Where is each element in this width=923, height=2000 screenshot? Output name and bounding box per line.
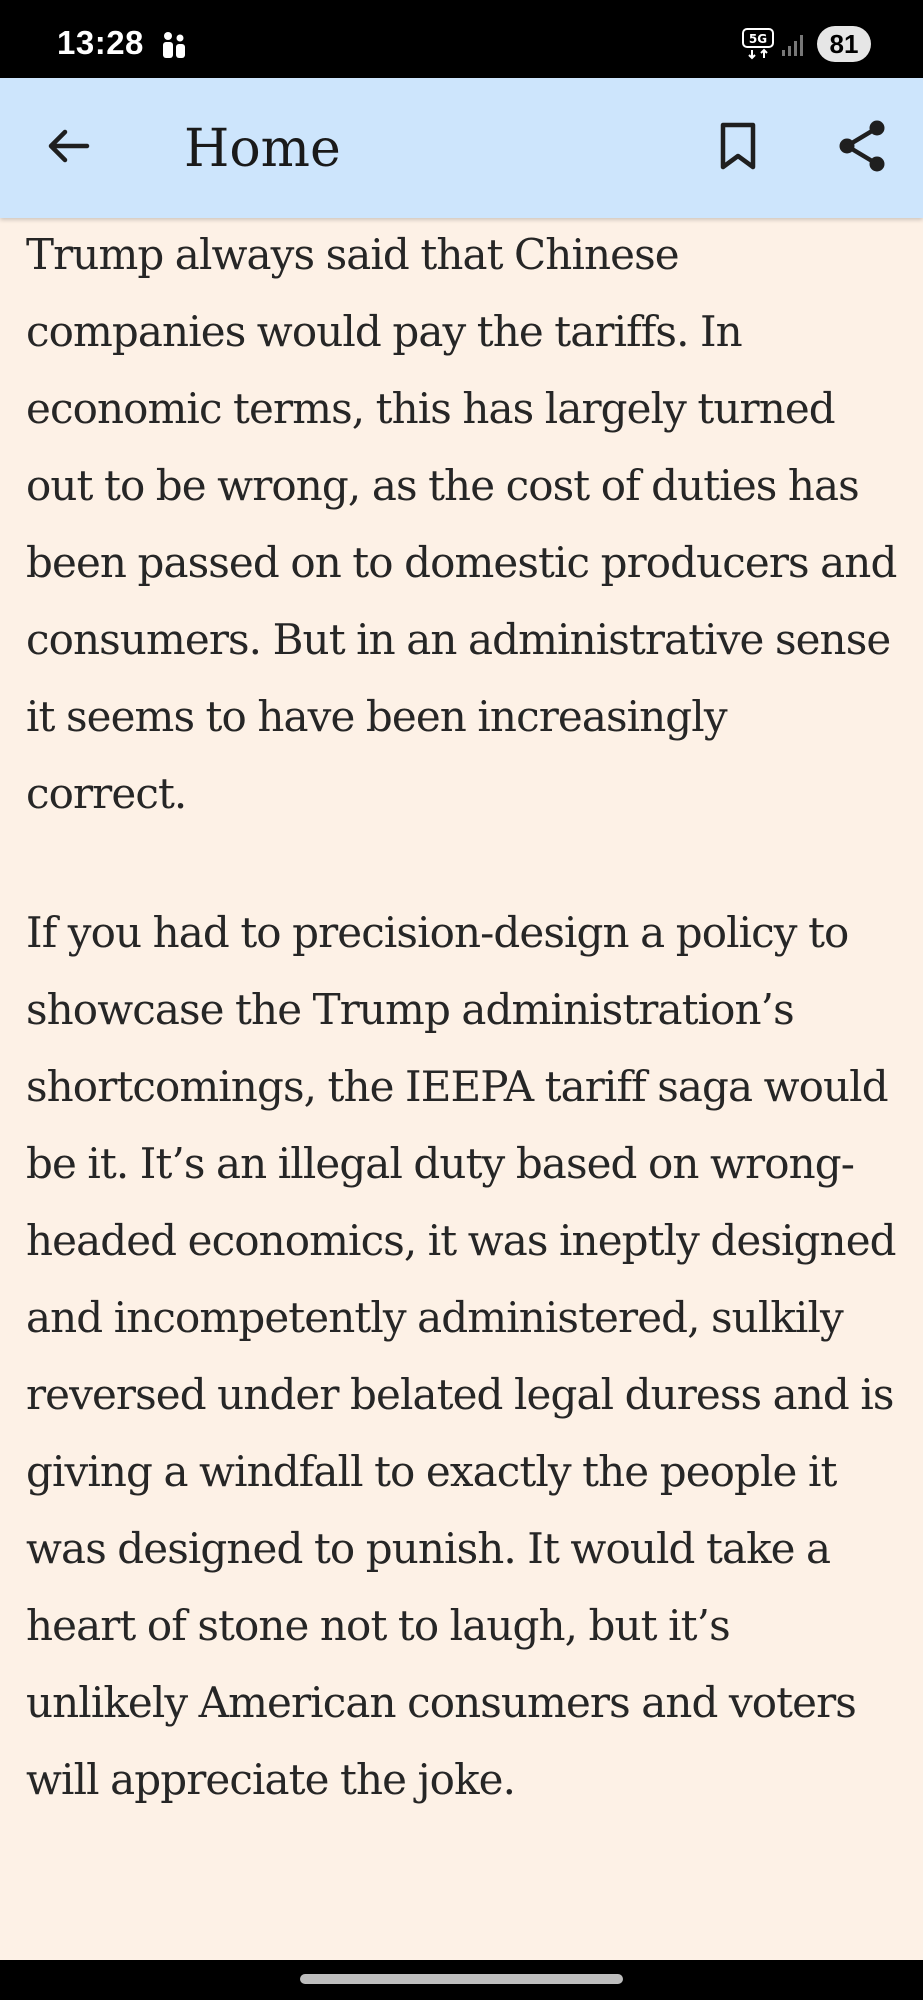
- network-5g-icon: 5G: [742, 28, 774, 60]
- bookmark-icon: [716, 121, 760, 175]
- back-button[interactable]: [38, 118, 98, 178]
- share-button[interactable]: [832, 118, 892, 178]
- battery-indicator: 81: [817, 26, 871, 62]
- people-icon: [158, 30, 190, 62]
- article-paragraph: If you had to precision-design a policy …: [26, 908, 897, 1804]
- signal-icon: [780, 32, 806, 58]
- status-time: 13:28: [57, 24, 144, 61]
- network-label: 5G: [749, 32, 767, 46]
- article-paragraph: Trump always said that Chinese companies…: [26, 230, 897, 818]
- status-bar: 13:28 5G 81: [0, 0, 923, 78]
- arrow-left-icon: [45, 123, 91, 173]
- page-title: Home: [184, 119, 341, 179]
- article-body: Trump always said that Chinese companies…: [0, 218, 923, 1960]
- bookmark-button[interactable]: [708, 118, 768, 178]
- share-icon: [837, 119, 887, 177]
- home-indicator[interactable]: [300, 1974, 623, 1984]
- app-bar: Home: [0, 78, 923, 218]
